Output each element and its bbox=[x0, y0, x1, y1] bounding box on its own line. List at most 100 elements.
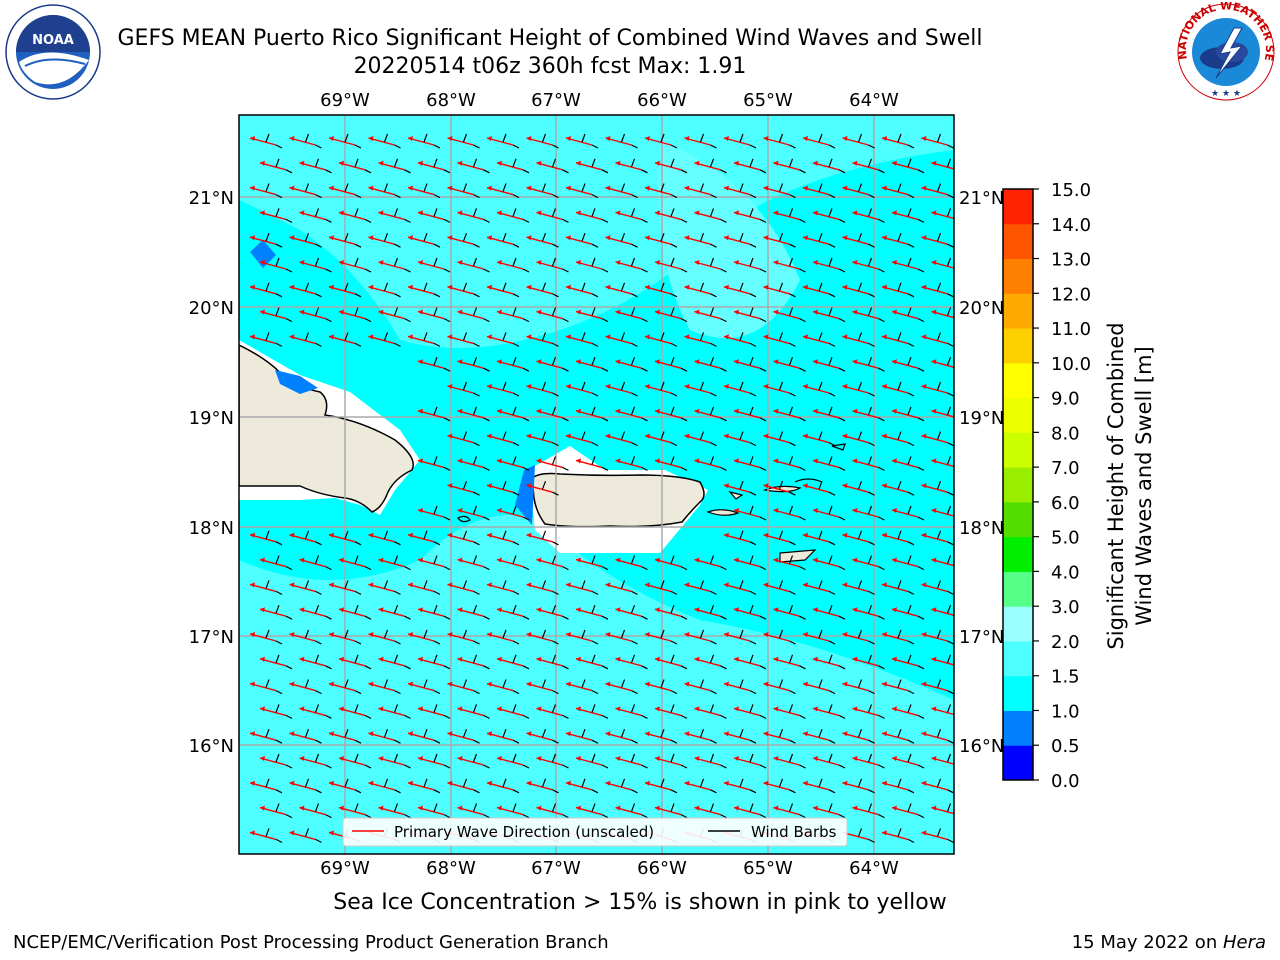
wave-vector bbox=[328, 133, 362, 149]
colorbar-swatch bbox=[1003, 536, 1033, 572]
wave-vector bbox=[891, 208, 925, 223]
wave-vector bbox=[773, 406, 806, 422]
wave-vector bbox=[891, 257, 925, 273]
wave-vector bbox=[457, 456, 490, 471]
wave-vector bbox=[299, 257, 332, 273]
wave-vector bbox=[338, 654, 372, 670]
lon-tick-label-top: 67°W bbox=[531, 90, 581, 111]
wave-vector bbox=[812, 406, 846, 422]
wave-vector bbox=[921, 332, 954, 347]
colorbar-tick-label: 1.5 bbox=[1051, 667, 1080, 688]
wave-vector bbox=[565, 580, 599, 595]
wave-vector bbox=[931, 406, 954, 418]
wave-vector bbox=[565, 332, 599, 347]
wave-vector bbox=[852, 307, 885, 323]
wave-vector bbox=[457, 356, 490, 372]
wave-vector bbox=[486, 232, 520, 248]
wave-vector bbox=[417, 505, 451, 521]
colorbar-tick-label: 15.0 bbox=[1051, 180, 1091, 201]
wave-vector bbox=[496, 505, 530, 521]
wave-vector bbox=[447, 232, 480, 248]
wave-vector bbox=[417, 654, 451, 670]
wave-vector bbox=[249, 282, 283, 298]
colorbar-swatch bbox=[1003, 189, 1033, 225]
wave-vector bbox=[654, 456, 688, 471]
colorbar-swatch bbox=[1003, 258, 1033, 294]
wave-vector bbox=[891, 406, 925, 422]
wave-vector bbox=[891, 158, 925, 174]
colorbar-swatch bbox=[1003, 501, 1033, 538]
wave-vector bbox=[881, 381, 915, 397]
wave-vector bbox=[644, 679, 678, 695]
colorbar-tick-label: 12.0 bbox=[1051, 284, 1091, 305]
lat-tick-label-left: 18°N bbox=[189, 518, 234, 539]
wave-vector bbox=[812, 555, 846, 571]
wave-vector bbox=[249, 728, 283, 744]
wave-vector bbox=[891, 704, 925, 719]
wave-vector bbox=[368, 530, 401, 546]
sea-ice-caption: Sea Ice Concentration > 15% is shown in … bbox=[333, 890, 947, 915]
wave-vector bbox=[605, 381, 638, 397]
wave-vector bbox=[486, 133, 520, 149]
colorbar-swatch bbox=[1003, 432, 1033, 468]
wave-vector bbox=[536, 803, 569, 819]
wave-vector bbox=[763, 381, 796, 397]
wave-vector bbox=[417, 555, 451, 571]
wave-vector bbox=[644, 728, 678, 744]
wave-vector bbox=[684, 778, 717, 794]
wave-vector bbox=[694, 555, 727, 571]
wave-vector bbox=[565, 381, 599, 397]
wave-vector bbox=[921, 580, 954, 595]
wave-vector bbox=[763, 431, 796, 447]
wave-vector bbox=[891, 753, 925, 769]
wave-vector bbox=[654, 704, 688, 719]
wave-vector bbox=[378, 704, 411, 719]
wave-vector bbox=[457, 704, 490, 719]
wave-vector bbox=[723, 728, 757, 744]
wave-vector bbox=[802, 282, 836, 298]
wave-vector bbox=[842, 133, 875, 149]
wave-vector bbox=[249, 332, 283, 347]
wave-vector bbox=[842, 232, 875, 248]
wave-vector bbox=[931, 257, 954, 269]
wave-vector bbox=[575, 456, 609, 471]
wave-vector bbox=[575, 208, 609, 223]
wave-vector bbox=[723, 332, 757, 347]
wave-vector bbox=[605, 778, 638, 794]
wave-vector bbox=[644, 232, 678, 248]
wave-vector bbox=[763, 183, 796, 199]
wave-vector bbox=[536, 456, 569, 471]
wave-vector bbox=[842, 530, 875, 546]
wave-vector bbox=[921, 530, 954, 546]
lon-tick-label-bottom: 64°W bbox=[849, 858, 899, 879]
wave-vector bbox=[842, 381, 875, 397]
wave-vector bbox=[842, 679, 875, 695]
wave-vector bbox=[328, 778, 362, 794]
wave-vector bbox=[457, 158, 490, 174]
wave-vector bbox=[378, 803, 411, 819]
wave-vector bbox=[575, 356, 609, 372]
wave-vector bbox=[881, 480, 915, 496]
wave-vector bbox=[368, 580, 401, 595]
colorbar-label-line2: Wind Waves and Swell [m] bbox=[1132, 346, 1156, 626]
wave-vector bbox=[289, 728, 322, 744]
wave-vector bbox=[526, 431, 559, 447]
wave-vector bbox=[417, 307, 451, 323]
wave-vector bbox=[526, 728, 559, 744]
wave-vector bbox=[457, 505, 490, 521]
wave-vector bbox=[852, 158, 885, 174]
wave-vector bbox=[417, 406, 451, 422]
wave-vector bbox=[694, 406, 727, 422]
wave-vector bbox=[299, 654, 332, 670]
wave-vector bbox=[881, 431, 915, 447]
wave-vector bbox=[852, 505, 885, 521]
wave-vector bbox=[605, 332, 638, 347]
lon-tick-label-bottom: 66°W bbox=[637, 858, 687, 879]
wave-vector bbox=[605, 728, 638, 744]
colorbar-tick-label: 1.0 bbox=[1051, 701, 1080, 722]
wave-vector bbox=[249, 580, 283, 595]
wave-vector bbox=[486, 282, 520, 298]
wave-vector bbox=[575, 257, 609, 273]
wave-vector bbox=[259, 803, 293, 819]
lon-tick-label-top: 65°W bbox=[743, 90, 793, 111]
